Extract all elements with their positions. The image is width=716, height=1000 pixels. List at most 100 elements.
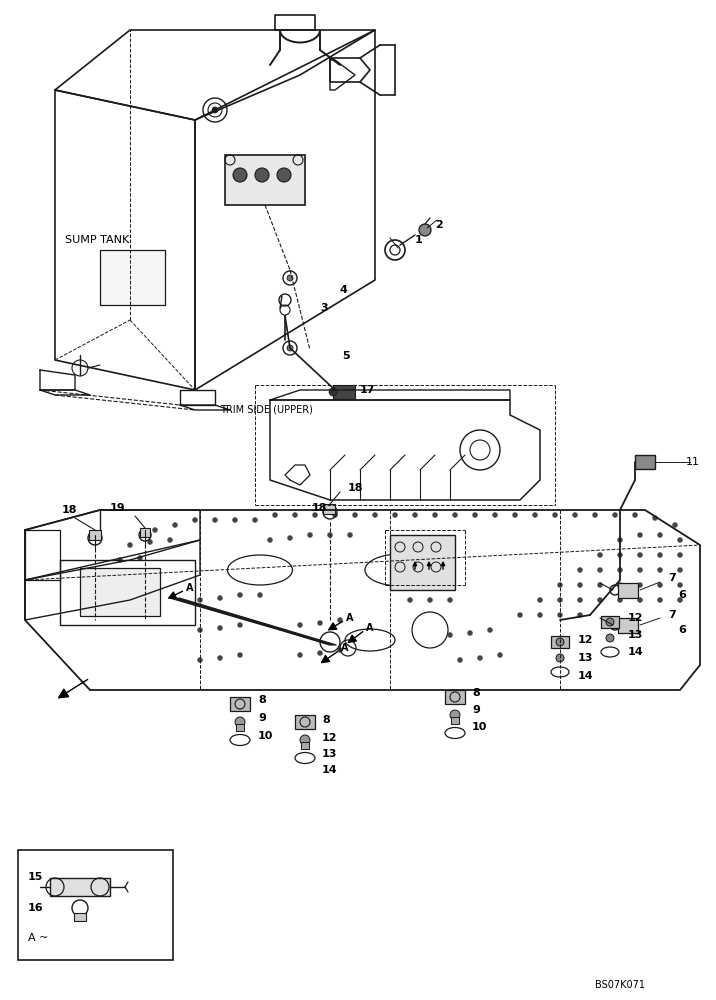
Bar — [74, 913, 86, 921]
Circle shape — [573, 512, 578, 518]
Text: 2: 2 — [435, 220, 442, 230]
Bar — [301, 742, 309, 749]
Circle shape — [617, 538, 622, 542]
Circle shape — [458, 658, 463, 662]
Text: 6: 6 — [678, 590, 686, 600]
Text: 14: 14 — [578, 671, 594, 681]
Circle shape — [498, 652, 503, 658]
Circle shape — [127, 570, 132, 574]
Circle shape — [450, 710, 460, 720]
Bar — [390, 535, 455, 590]
Circle shape — [407, 597, 412, 602]
Text: 19: 19 — [110, 503, 125, 513]
Circle shape — [287, 345, 293, 351]
Text: 15: 15 — [28, 872, 44, 882]
Text: 14: 14 — [322, 765, 338, 775]
Circle shape — [672, 522, 677, 528]
Circle shape — [293, 512, 298, 518]
Text: 12: 12 — [578, 635, 594, 645]
Circle shape — [317, 620, 322, 626]
Text: 5: 5 — [342, 351, 349, 361]
Circle shape — [212, 107, 218, 113]
Text: 10: 10 — [472, 722, 488, 732]
Circle shape — [347, 532, 352, 538]
Circle shape — [147, 540, 153, 544]
Text: A: A — [366, 623, 374, 633]
Circle shape — [258, 592, 263, 597]
Circle shape — [317, 650, 322, 656]
Circle shape — [235, 717, 245, 727]
Circle shape — [493, 512, 498, 518]
Text: 17: 17 — [360, 385, 375, 395]
Text: 9: 9 — [472, 705, 480, 715]
Bar — [236, 724, 244, 731]
Circle shape — [233, 518, 238, 522]
Circle shape — [578, 568, 583, 572]
Circle shape — [213, 518, 218, 522]
Circle shape — [337, 648, 342, 652]
Circle shape — [513, 512, 518, 518]
Bar — [333, 385, 355, 399]
Circle shape — [478, 656, 483, 660]
Circle shape — [632, 512, 637, 518]
Circle shape — [553, 512, 558, 518]
Circle shape — [253, 518, 258, 522]
Circle shape — [168, 538, 173, 542]
Bar — [230, 697, 250, 711]
Circle shape — [287, 275, 293, 281]
Circle shape — [677, 568, 682, 572]
Circle shape — [612, 512, 617, 518]
Circle shape — [637, 532, 642, 538]
Circle shape — [327, 532, 332, 538]
Bar — [451, 717, 459, 724]
Circle shape — [677, 538, 682, 542]
Text: 8: 8 — [258, 695, 266, 705]
Text: SUMP TANK: SUMP TANK — [65, 235, 130, 245]
Bar — [635, 455, 655, 469]
Circle shape — [558, 597, 563, 602]
Circle shape — [468, 631, 473, 636]
Circle shape — [606, 634, 614, 642]
Bar — [225, 155, 305, 205]
Circle shape — [617, 552, 622, 558]
Circle shape — [556, 654, 564, 662]
Circle shape — [617, 582, 622, 587]
Circle shape — [488, 628, 493, 633]
Circle shape — [657, 568, 662, 572]
Circle shape — [597, 582, 602, 587]
Circle shape — [392, 512, 397, 518]
Circle shape — [533, 512, 538, 518]
Circle shape — [198, 597, 203, 602]
Bar — [80, 568, 160, 616]
Circle shape — [677, 552, 682, 558]
Circle shape — [677, 597, 682, 602]
Circle shape — [453, 512, 458, 518]
Text: 10: 10 — [258, 731, 274, 741]
Circle shape — [218, 626, 223, 631]
Text: 8: 8 — [322, 715, 330, 725]
Circle shape — [173, 522, 178, 528]
Text: 8: 8 — [472, 688, 480, 698]
Text: A: A — [341, 643, 349, 653]
Circle shape — [597, 552, 602, 558]
Circle shape — [597, 597, 602, 602]
Circle shape — [372, 512, 377, 518]
Circle shape — [597, 568, 602, 572]
Circle shape — [198, 658, 203, 662]
Text: 6: 6 — [678, 625, 686, 635]
Text: BS07K071: BS07K071 — [595, 980, 645, 990]
Text: 11: 11 — [686, 457, 700, 467]
Circle shape — [617, 568, 622, 572]
Text: 12: 12 — [628, 613, 644, 623]
Text: 12: 12 — [322, 733, 337, 743]
Text: 3: 3 — [320, 303, 328, 313]
Circle shape — [153, 528, 158, 532]
Text: 13: 13 — [322, 749, 337, 759]
Text: 13: 13 — [578, 653, 594, 663]
Text: A: A — [346, 613, 354, 623]
Circle shape — [432, 512, 437, 518]
Bar — [18, 850, 173, 960]
Circle shape — [218, 656, 223, 660]
Text: 1: 1 — [415, 235, 422, 245]
Circle shape — [558, 582, 563, 587]
